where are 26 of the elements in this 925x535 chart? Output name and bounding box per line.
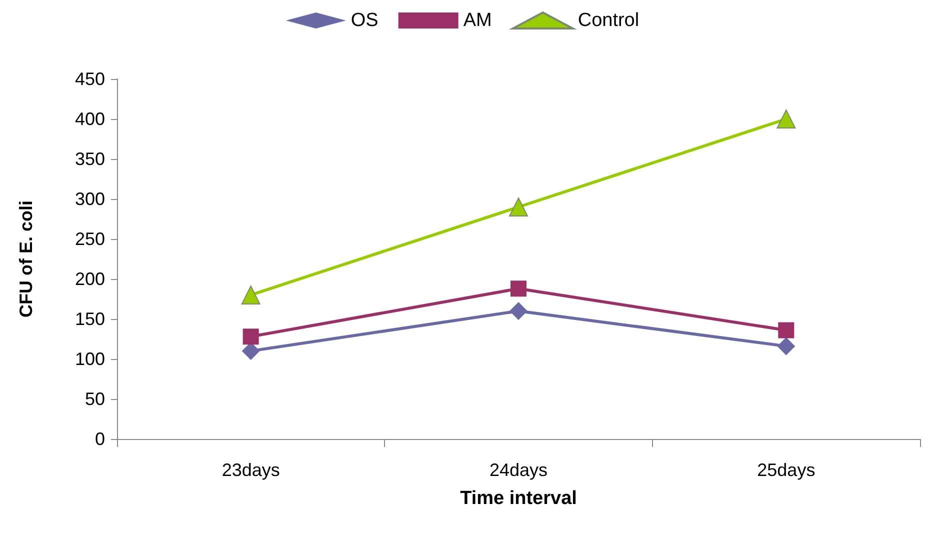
- point: [242, 328, 259, 345]
- y-tick-label: 200: [74, 269, 105, 289]
- point: [778, 322, 794, 338]
- y-tick-label: 400: [74, 109, 105, 129]
- point: [510, 302, 528, 320]
- point: [777, 337, 796, 356]
- x-tick-label: 24days: [489, 460, 548, 480]
- point: [509, 198, 528, 216]
- legend-label: Control: [578, 10, 640, 31]
- legend-label: AM: [463, 10, 492, 31]
- y-tick-label: 250: [74, 229, 105, 249]
- y-axis-title: CFU of E. coli: [16, 200, 36, 318]
- y-tick-label: 100: [74, 349, 105, 369]
- point: [241, 286, 260, 304]
- y-tick-label: 0: [94, 429, 105, 449]
- legend-label: OS: [350, 10, 378, 31]
- y-tick-label: 300: [74, 189, 105, 209]
- y-tick-label: 350: [74, 149, 105, 169]
- y-tick-label: 50: [84, 389, 105, 409]
- y-tick-label: 150: [74, 309, 105, 329]
- x-tick-label: 25days: [757, 460, 816, 480]
- x-axis-title: Time interval: [460, 488, 577, 509]
- point: [776, 110, 796, 128]
- point: [510, 280, 526, 297]
- x-tick-label: 23days: [222, 460, 280, 480]
- y-tick-label: 450: [74, 69, 105, 89]
